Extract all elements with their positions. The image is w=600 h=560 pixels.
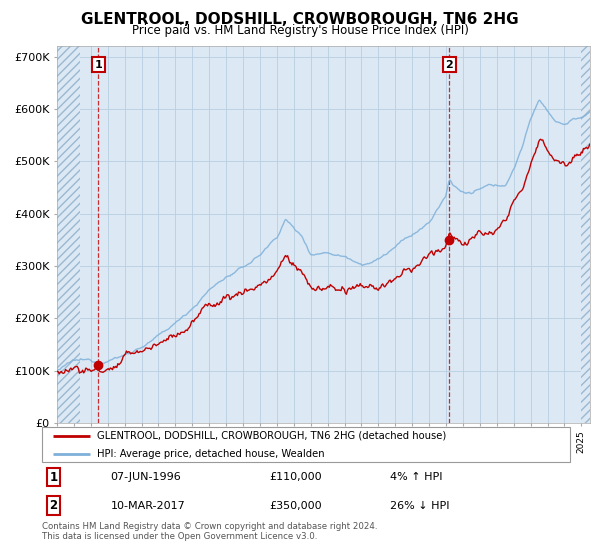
Text: £350,000: £350,000: [269, 501, 322, 511]
Text: Contains HM Land Registry data © Crown copyright and database right 2024.
This d: Contains HM Land Registry data © Crown c…: [42, 522, 377, 542]
Bar: [581, 46, 590, 423]
Text: 1: 1: [94, 60, 102, 69]
Text: 2: 2: [50, 499, 58, 512]
Text: £110,000: £110,000: [269, 473, 322, 482]
Text: 07-JUN-1996: 07-JUN-1996: [110, 473, 181, 482]
Text: GLENTROOL, DODSHILL, CROWBOROUGH, TN6 2HG (detached house): GLENTROOL, DODSHILL, CROWBOROUGH, TN6 2H…: [97, 431, 446, 441]
Text: 26% ↓ HPI: 26% ↓ HPI: [391, 501, 450, 511]
Text: GLENTROOL, DODSHILL, CROWBOROUGH, TN6 2HG: GLENTROOL, DODSHILL, CROWBOROUGH, TN6 2H…: [81, 12, 519, 27]
Text: 10-MAR-2017: 10-MAR-2017: [110, 501, 185, 511]
Text: Price paid vs. HM Land Registry's House Price Index (HPI): Price paid vs. HM Land Registry's House …: [131, 24, 469, 37]
FancyBboxPatch shape: [42, 427, 570, 462]
Text: 1: 1: [50, 471, 58, 484]
Text: 2: 2: [445, 60, 453, 69]
Text: 4% ↑ HPI: 4% ↑ HPI: [391, 473, 443, 482]
Bar: [57, 46, 80, 423]
Text: HPI: Average price, detached house, Wealden: HPI: Average price, detached house, Weal…: [97, 449, 325, 459]
